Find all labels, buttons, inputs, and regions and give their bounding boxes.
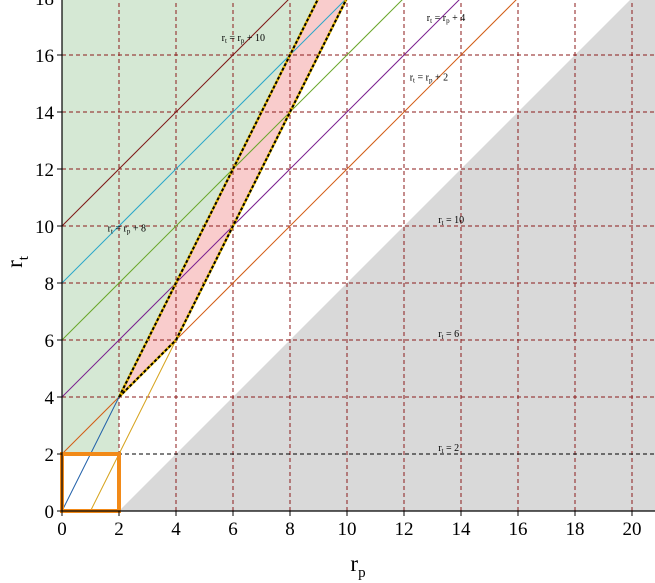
y-tick-label: 6 — [45, 331, 55, 352]
x-tick-label: 12 — [395, 519, 414, 540]
y-tick-label: 14 — [35, 103, 55, 124]
series-line — [61, 0, 289, 227]
series-line — [61, 0, 346, 284]
annotation-label: rt = rp + 4 — [427, 13, 465, 25]
y-tick-label: 16 — [35, 46, 54, 67]
y-tick-label: 18 — [35, 0, 54, 10]
annotation-label: rt = 2 — [438, 443, 459, 455]
annotation-label: rt = 10 — [438, 215, 464, 227]
x-tick-label: 8 — [285, 519, 295, 540]
annotation-label: rt = 6 — [438, 329, 459, 341]
highlight-box — [60, 452, 121, 513]
x-tick-label: 0 — [57, 519, 67, 540]
shaded-regions — [62, 0, 655, 511]
y-tick-label: 4 — [45, 388, 55, 409]
series-line — [61, 0, 403, 341]
annotation-label: rt = rp + 8 — [108, 224, 146, 236]
series-line — [118, 339, 177, 398]
x-tick-label: 20 — [623, 519, 642, 540]
x-tick-label: 4 — [171, 519, 181, 540]
y-tick-label: 10 — [35, 217, 54, 238]
x-tick-label: 10 — [338, 519, 357, 540]
x-tick-label: 18 — [566, 519, 585, 540]
axes: 0246810121416182002468101214161820 — [35, 0, 655, 540]
series-underlay — [174, 0, 348, 341]
x-tick-label: 14 — [452, 519, 472, 540]
x-tick-label: 6 — [228, 519, 238, 540]
series-line — [118, 0, 319, 398]
region-gray — [119, 0, 655, 511]
annotation-label: rt = rp + 2 — [410, 73, 448, 85]
x-tick-label: 16 — [509, 519, 528, 540]
y-tick-label: 2 — [45, 445, 55, 466]
grid-lines — [62, 0, 655, 511]
highlight-box-layer — [60, 452, 121, 513]
y-tick-label: 12 — [35, 160, 54, 181]
x-tick-label: 2 — [114, 519, 124, 540]
annotation-label: rt = rp + 10 — [222, 33, 265, 45]
y-tick-label: 0 — [45, 502, 55, 523]
y-tick-label: 8 — [45, 274, 55, 295]
y-axis-label: rt — [2, 255, 32, 268]
series-line — [61, 0, 460, 398]
x-axis-label: rp — [350, 551, 365, 581]
series-lines — [61, 0, 655, 512]
